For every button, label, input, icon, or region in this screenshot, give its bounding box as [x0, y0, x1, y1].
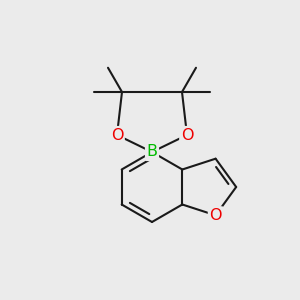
Text: B: B	[146, 145, 158, 160]
Text: O: O	[181, 128, 193, 142]
Text: O: O	[111, 128, 123, 142]
Text: O: O	[209, 208, 222, 223]
